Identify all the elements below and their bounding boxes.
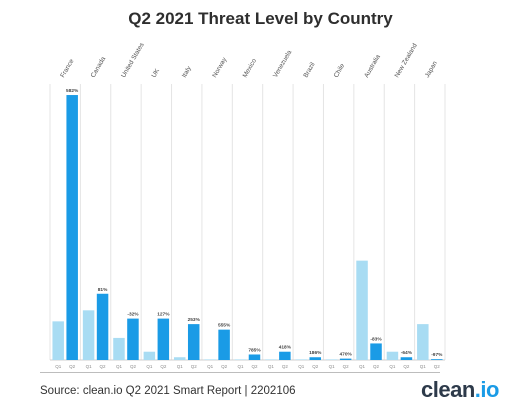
- pair-tick-label: Q2: [434, 364, 441, 369]
- category-label: United States: [120, 41, 146, 79]
- bar-q1: [386, 351, 399, 360]
- bar-q2: [248, 354, 261, 360]
- data-label: 186%: [309, 350, 322, 356]
- pair-tick-label: Q2: [282, 364, 289, 369]
- pair-tick-label: Q1: [298, 364, 305, 369]
- pair-tick-label: Q1: [55, 364, 62, 369]
- category-labels: France Canada United States UK Italy Norway Me…: [59, 41, 439, 79]
- pair-tick-label: Q2: [312, 364, 319, 369]
- bar-q2: [400, 357, 413, 360]
- bar-q2: [309, 357, 322, 360]
- pair-tick-label: Q1: [86, 364, 93, 369]
- data-label: 555%: [218, 323, 231, 329]
- category-label: Canada: [90, 55, 108, 79]
- pair-tick-label: Q2: [373, 364, 380, 369]
- pair-tick-label: Q1: [420, 364, 427, 369]
- category-label: Norway: [211, 56, 228, 79]
- bar-q1: [173, 357, 186, 360]
- pair-tick-label: Q2: [343, 364, 350, 369]
- chart-title: Q2 2021 Threat Level by Country: [128, 9, 393, 28]
- data-label: 785%: [248, 347, 261, 353]
- bar-q2: [339, 358, 352, 360]
- bar-q2: [96, 293, 109, 360]
- category-label: Mexico: [242, 57, 259, 79]
- category-label: Italy: [181, 65, 193, 79]
- data-label: 418%: [279, 345, 292, 351]
- category-label: France: [59, 58, 75, 79]
- pair-tick-label: Q1: [268, 364, 275, 369]
- bar-q1: [295, 359, 308, 360]
- data-label: 582%: [66, 88, 79, 94]
- category-label: Australia: [363, 53, 382, 79]
- bar-q1: [356, 260, 368, 360]
- data-label: 127%: [157, 312, 170, 318]
- pair-tick-label: Q2: [100, 364, 107, 369]
- pair-tick-label: Q2: [130, 364, 137, 369]
- bar-q2: [279, 351, 291, 360]
- bar-q2: [157, 318, 170, 360]
- category-label: Chile: [333, 62, 347, 79]
- bar-q1: [143, 351, 156, 360]
- pair-tick-label: Q2: [191, 364, 198, 369]
- pair-tick-label: Q2: [403, 364, 410, 369]
- pair-tick-label: Q1: [207, 364, 214, 369]
- bar-q1: [325, 359, 338, 360]
- bar-q1: [52, 321, 64, 360]
- category-label: Brazil: [302, 61, 316, 79]
- bar-q2: [431, 359, 443, 360]
- footer-divider: [40, 372, 440, 373]
- pair-tick-label: Q2: [160, 364, 167, 369]
- data-label: -64%: [401, 350, 413, 356]
- pair-tick-label: Q2: [251, 364, 258, 369]
- gridlines: [49, 84, 446, 361]
- pair-tick-label: Q1: [359, 364, 366, 369]
- pair-tick-label: Q1: [177, 364, 184, 369]
- pair-tick-labels: Q1 Q2 Q1 Q2 Q1 Q2 Q1 Q2 Q1 Q2 Q1 Q2 Q1 Q2 Q1 Q2 Q1 Q2 Q1 Q2…: [55, 364, 440, 369]
- bar-q2: [66, 95, 78, 360]
- pair-tick-label: Q1: [146, 364, 153, 369]
- data-label: 470%: [340, 352, 353, 358]
- pair-tick-label: Q1: [116, 364, 123, 369]
- brand-logo: clean.io: [421, 377, 499, 403]
- pair-tick-label: Q1: [329, 364, 336, 369]
- data-label: 253%: [188, 317, 201, 323]
- data-label: 81%: [98, 287, 108, 293]
- data-label: -32%: [127, 312, 139, 318]
- pair-tick-label: Q1: [238, 364, 245, 369]
- data-label: -83%: [370, 336, 382, 342]
- bar-q2: [187, 324, 200, 360]
- category-label: Japan: [424, 60, 439, 79]
- category-label: UK: [150, 67, 161, 79]
- bar-q1: [265, 359, 277, 360]
- data-label: -97%: [431, 352, 443, 358]
- bar-q1: [82, 310, 95, 360]
- bar-q1: [234, 359, 247, 360]
- category-label: Venezuela: [272, 49, 293, 79]
- brand-name: clean: [421, 377, 475, 402]
- bar-q2: [218, 329, 230, 360]
- bar-q1: [417, 324, 429, 360]
- bar-q1: [204, 359, 216, 360]
- pair-tick-label: Q2: [221, 364, 228, 369]
- bar-q1: [113, 337, 125, 360]
- brand-suffix: .io: [474, 377, 500, 402]
- pair-tick-label: Q1: [389, 364, 396, 369]
- bar-q2: [127, 318, 139, 360]
- bar-q2: [370, 343, 382, 360]
- pair-tick-label: Q2: [69, 364, 76, 369]
- category-label: New Zealand: [394, 42, 419, 79]
- bars: [52, 95, 443, 360]
- source-note: Source: clean.io Q2 2021 Smart Report | …: [40, 385, 296, 397]
- data-labels: 582% 81% -32% 127% 253% 555% 785% 418% 186% 470% -…: [66, 88, 443, 358]
